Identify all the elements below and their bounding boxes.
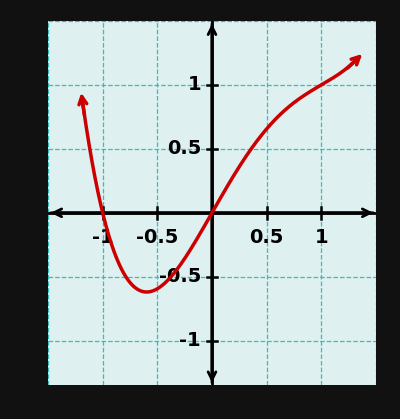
Text: -1: -1 bbox=[180, 331, 201, 350]
Text: 1: 1 bbox=[314, 228, 328, 247]
Text: 1: 1 bbox=[188, 75, 201, 94]
Text: 0.5: 0.5 bbox=[167, 140, 201, 158]
Text: -0.5: -0.5 bbox=[136, 228, 178, 247]
Text: -1: -1 bbox=[92, 228, 114, 247]
Text: 0.5: 0.5 bbox=[250, 228, 284, 247]
Text: -0.5: -0.5 bbox=[159, 267, 201, 286]
